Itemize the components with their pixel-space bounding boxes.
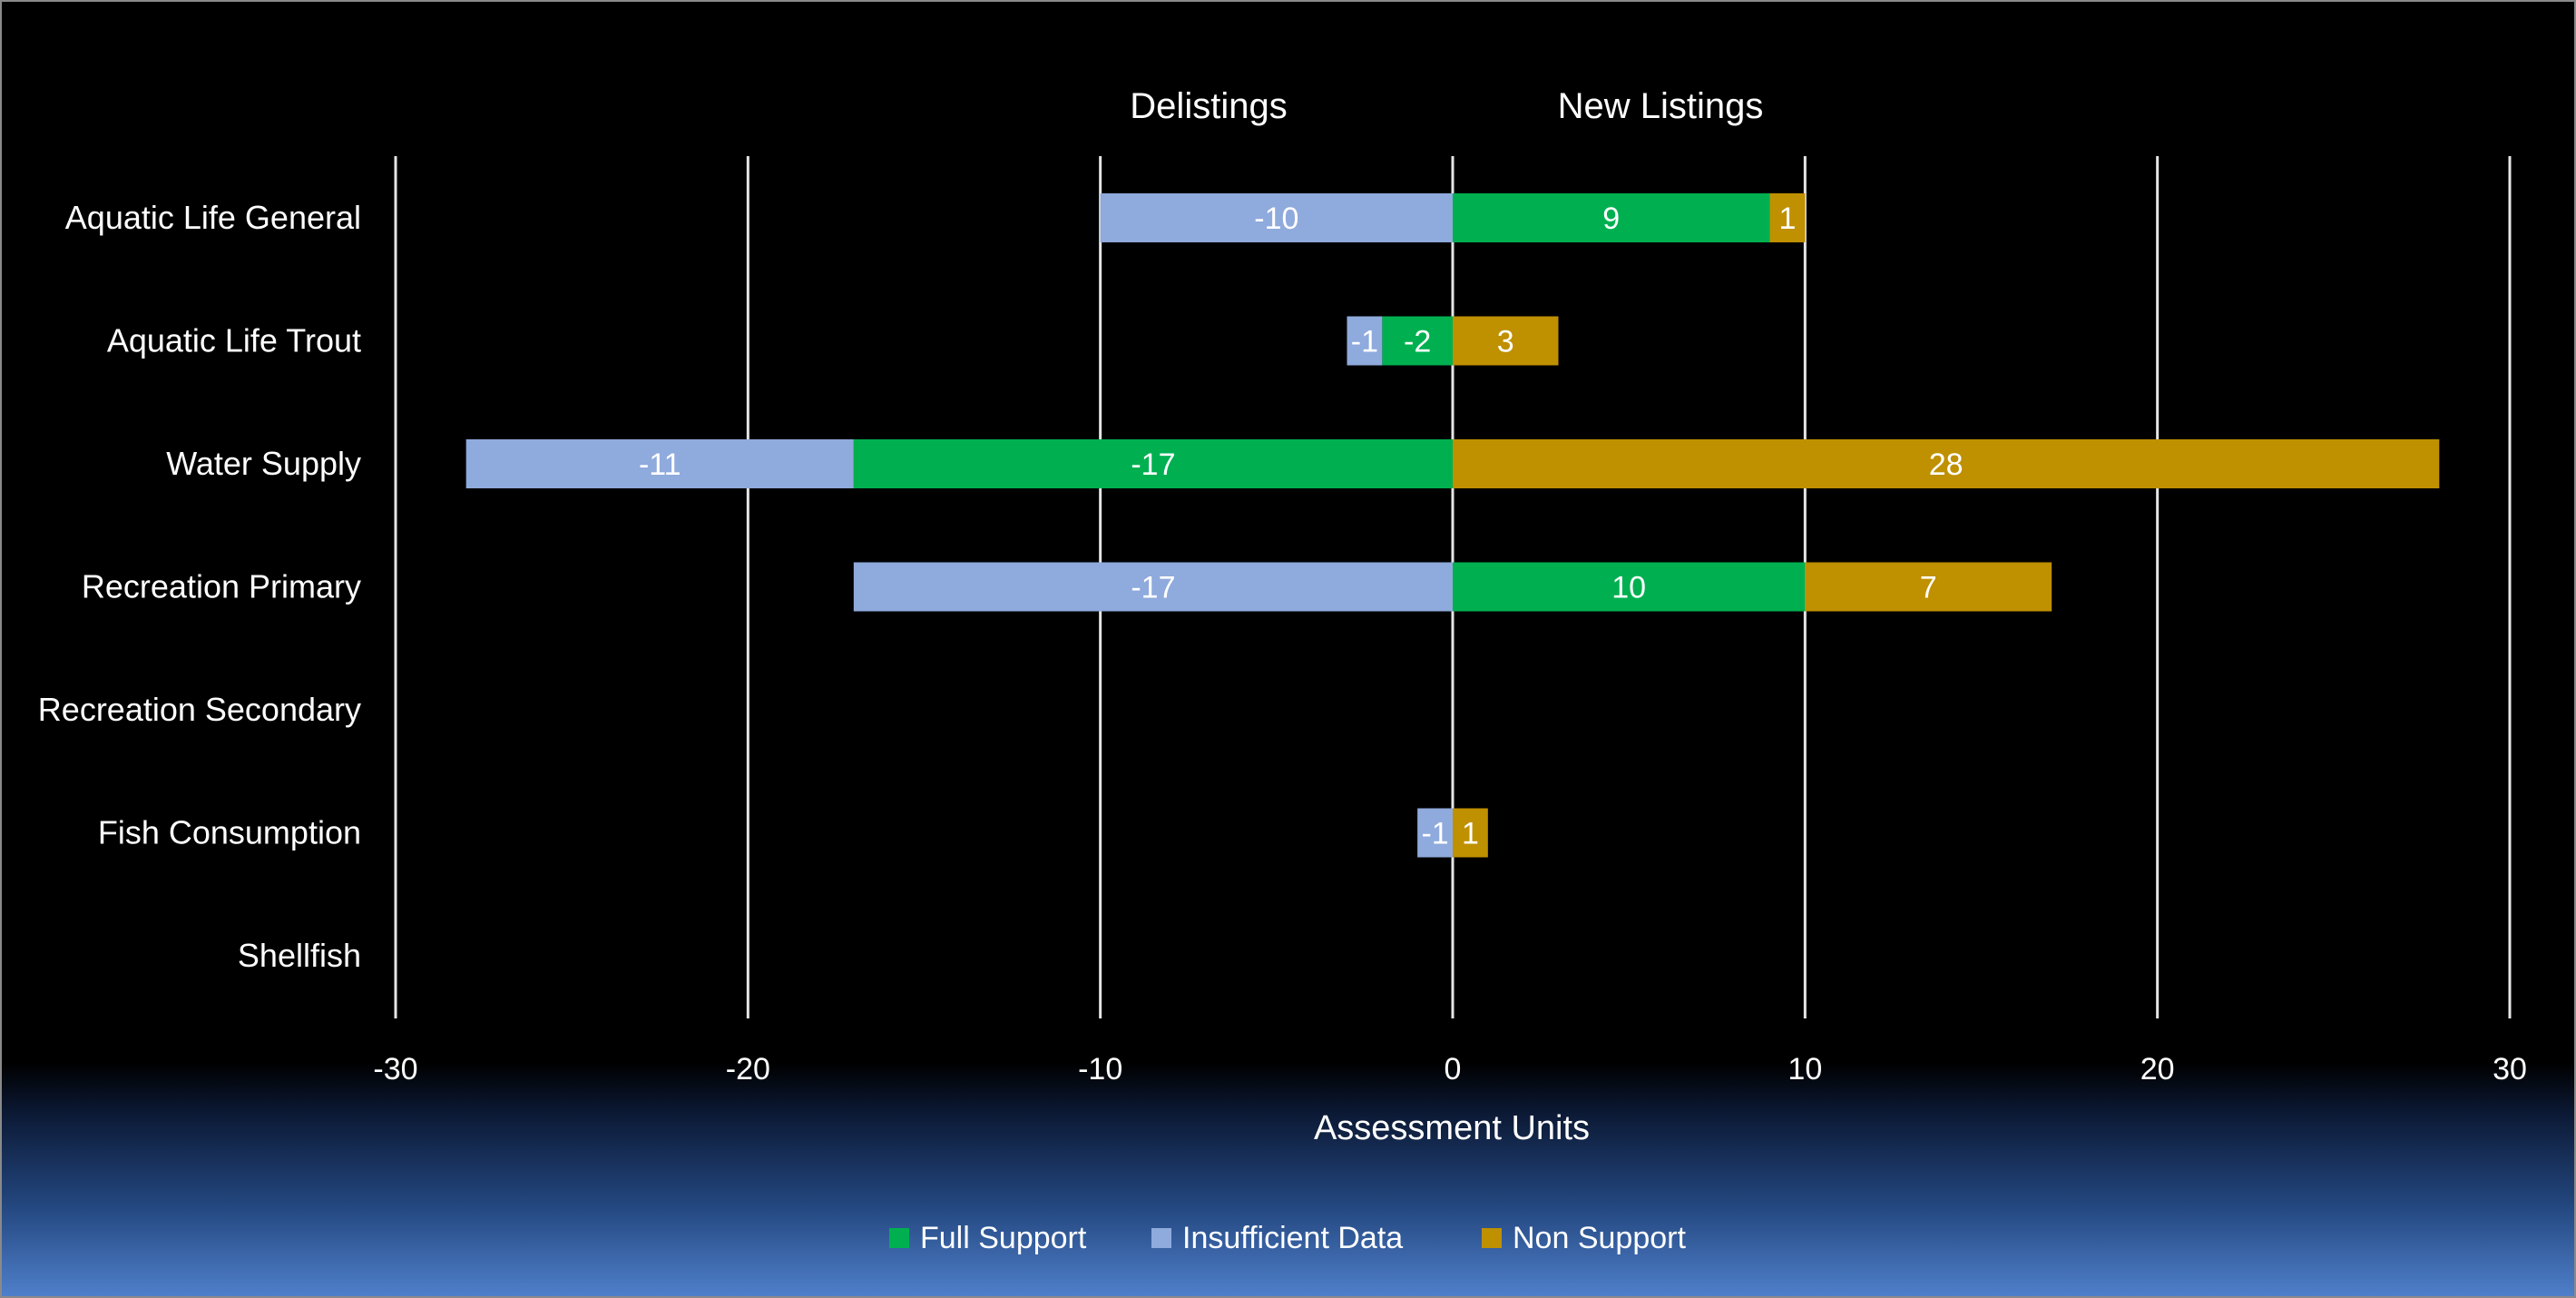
bar-segment <box>1100 193 1453 242</box>
x-tick-labels: -30 -20 -10 0 10 20 30 <box>373 1052 2526 1087</box>
x-tick-label: -20 <box>726 1052 770 1087</box>
category-label: Recreation Secondary <box>38 691 361 728</box>
bar-segment <box>1453 316 1559 366</box>
bars <box>465 193 2440 858</box>
bar-value-label: 3 <box>1497 325 1514 359</box>
annotation-delistings: Delistings <box>1130 86 1287 126</box>
bar-segment <box>853 562 1453 612</box>
bar-value-label: 7 <box>1920 571 1937 605</box>
bar-segment <box>1453 808 1488 858</box>
category-labels: Aquatic Life General Aquatic Life Trout Wa… <box>38 199 361 974</box>
bar-segment <box>1805 562 2052 612</box>
bar-segment <box>1453 562 1806 612</box>
bar-value-label: 9 <box>1602 202 1620 236</box>
legend-swatch <box>889 1228 909 1248</box>
bar-segment <box>1347 316 1383 366</box>
x-tick-label: 20 <box>2140 1052 2175 1087</box>
bar-value-label: -2 <box>1404 325 1431 359</box>
bar-segment <box>1453 439 2440 488</box>
bar-value-label: 28 <box>1929 447 1964 482</box>
bar-segment <box>1769 193 1806 242</box>
annotation-new-listings: New Listings <box>1558 86 1764 126</box>
bar-value-label: 1 <box>1778 202 1796 236</box>
legend-swatch <box>1482 1228 1502 1248</box>
category-label: Shellfish <box>238 937 361 974</box>
bar-value-label: -17 <box>1131 571 1175 605</box>
legend-label: Non Support <box>1513 1221 1686 1255</box>
category-label: Aquatic Life General <box>65 199 361 236</box>
x-tick-label: 0 <box>1445 1052 1462 1087</box>
x-tick-label: 30 <box>2493 1052 2527 1087</box>
x-axis-title: Assessment Units <box>1314 1109 1590 1147</box>
bar-value-label: -11 <box>639 447 681 482</box>
bar-segment <box>853 439 1453 488</box>
legend-label: Full Support <box>920 1221 1087 1255</box>
category-label: Water Supply <box>166 445 361 482</box>
category-label: Recreation Primary <box>82 568 361 605</box>
bar-value-label: 1 <box>1462 817 1479 851</box>
bar-segment <box>465 439 854 488</box>
bar-segment <box>1382 316 1453 366</box>
category-label: Fish Consumption <box>98 814 361 851</box>
bar-value-label: -17 <box>1131 447 1175 482</box>
x-tick-label: 10 <box>1788 1052 1822 1087</box>
bar-value-label: -1 <box>1421 817 1448 851</box>
legend-label: Insufficient Data <box>1182 1221 1403 1255</box>
x-tick-label: -10 <box>1078 1052 1122 1087</box>
bar-value-label: 10 <box>1611 571 1646 605</box>
bar-segment <box>1453 193 1770 242</box>
category-label: Aquatic Life Trout <box>107 322 361 359</box>
bar-value-label: -10 <box>1254 202 1298 236</box>
bar-value-label: -1 <box>1351 325 1378 359</box>
x-tick-label: -30 <box>373 1052 417 1087</box>
bar-segment <box>1417 808 1453 858</box>
legend: Full Support Insufficient Data Non Support <box>889 1221 1686 1255</box>
legend-swatch <box>1151 1228 1171 1248</box>
